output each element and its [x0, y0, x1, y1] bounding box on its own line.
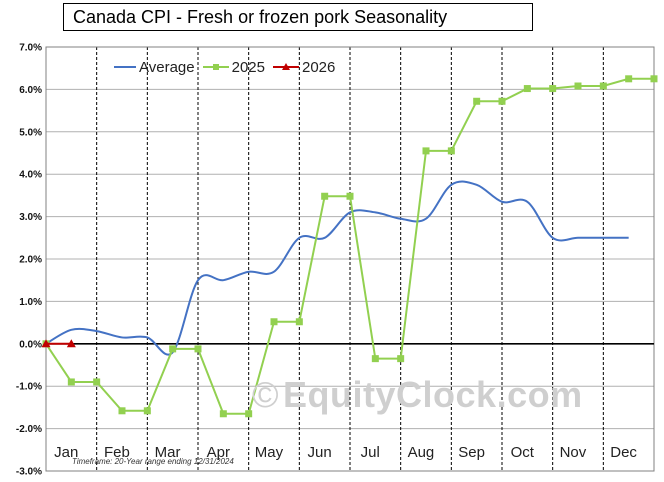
data-point-2025 [169, 345, 177, 353]
axes: -3.0% -2.0% -1.0% 0.0% 1.0% 2.0% 3.0% 4.0% 5.0% 6… [16, 43, 655, 478]
watermark-copyright-symbol: © [252, 374, 280, 415]
data-point-2025 [447, 147, 455, 155]
legend-label-2026: 2026 [301, 58, 336, 76]
y-tick-label: 1.0% [19, 297, 42, 308]
chart-title: Canada CPI - Fresh or frozen pork Season… [63, 3, 533, 31]
data-point-2025 [245, 410, 253, 418]
data-point-2025 [219, 410, 227, 418]
data-point-2025 [143, 407, 151, 415]
legend-item-average: Average [114, 59, 195, 76]
data-point-2025 [118, 407, 126, 415]
y-tick-label: -1.0% [16, 382, 42, 393]
x-tick-label: Oct [511, 444, 535, 461]
y-tick-label: 7.0% [19, 43, 42, 54]
x-tick-label: Jul [361, 444, 380, 461]
x-tick-label: Aug [408, 444, 435, 461]
y-tick-label: 0.0% [19, 339, 42, 350]
legend-label-average: Average [139, 58, 195, 76]
y-tick-label: -2.0% [16, 424, 42, 435]
series-line-average [45, 180, 629, 356]
data-point-2025 [422, 147, 430, 155]
timeframe-footnote: Timeframe: 20-Year range ending 12/31/20… [72, 457, 234, 466]
data-point-2025 [321, 192, 329, 200]
data-point-2025 [371, 355, 379, 363]
legend-swatch-average [114, 66, 136, 68]
data-point-2025 [346, 192, 354, 200]
data-point-2025 [574, 82, 582, 90]
data-point-2025 [397, 355, 405, 363]
data-point-2025 [549, 85, 557, 93]
data-point-2026 [41, 339, 51, 348]
x-tick-label: Jun [308, 444, 332, 461]
data-point-2025 [473, 97, 481, 105]
y-tick-label: 6.0% [19, 85, 42, 96]
data-point-2025 [599, 82, 607, 90]
data-point-2025 [93, 378, 101, 386]
x-tick-label: Sep [458, 444, 485, 461]
x-tick-label: May [255, 444, 284, 461]
x-tick-label: Feb [104, 444, 130, 461]
y-tick-label: -3.0% [16, 467, 42, 478]
data-point-2025 [625, 75, 633, 83]
data-point-2025 [194, 345, 202, 353]
watermark-text: EquityClock.com [283, 374, 583, 415]
x-tick-label: Mar [155, 444, 181, 461]
data-point-2025 [295, 318, 303, 326]
plot-border [45, 46, 655, 472]
watermark: © EquityClock.com [252, 374, 583, 416]
x-tick-label: Apr [207, 444, 230, 461]
x-tick-label: Jan [54, 444, 78, 461]
data-point-2025 [523, 85, 531, 93]
data-point-2025 [498, 97, 506, 105]
x-tick-label: Nov [560, 444, 587, 461]
y-tick-label: 4.0% [19, 170, 42, 181]
data-point-2025 [650, 75, 658, 83]
legend-item-2025: 2025 [202, 58, 265, 76]
legend-item-2026: 2026 [272, 58, 336, 76]
data-point-2025 [270, 318, 278, 326]
legend: Average 2025 2026 [114, 57, 343, 77]
y-tick-label: 5.0% [19, 127, 42, 138]
data-point-2026 [66, 339, 76, 348]
legend-label-2025: 2025 [231, 58, 265, 76]
y-tick-label: 3.0% [19, 212, 42, 223]
legend-swatch-2025 [202, 64, 229, 70]
y-tick-label: 2.0% [19, 255, 42, 266]
x-tick-label: Dec [610, 444, 637, 461]
series [41, 75, 658, 418]
data-point-2025 [67, 378, 75, 386]
legend-swatch-2026 [272, 63, 299, 70]
